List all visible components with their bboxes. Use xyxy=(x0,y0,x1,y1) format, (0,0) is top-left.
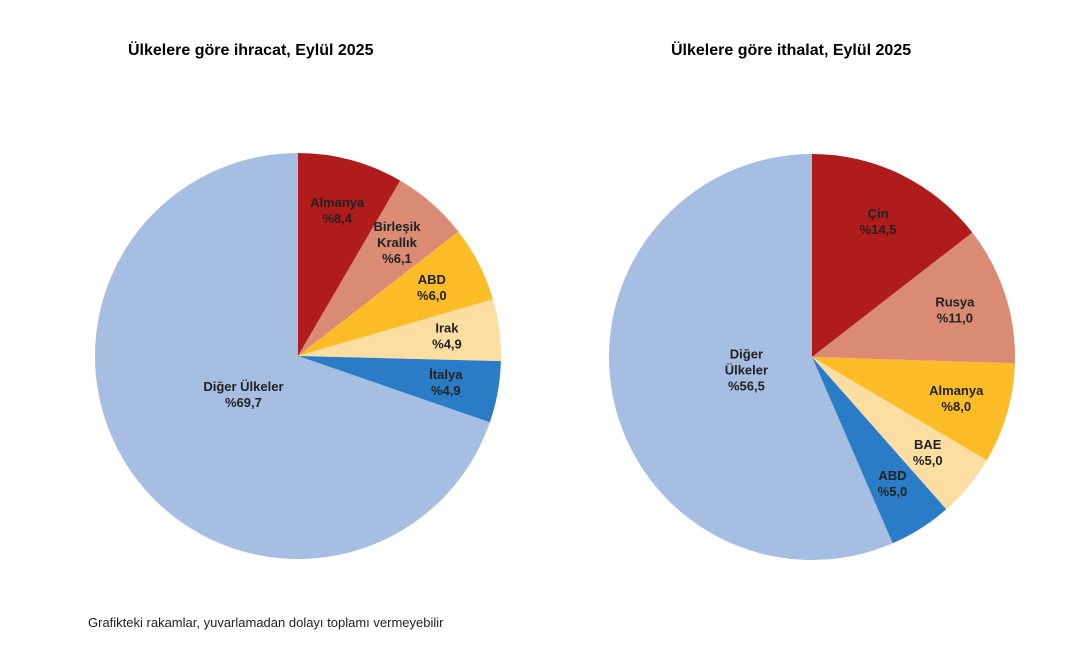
slice-value: %6,0 xyxy=(417,288,447,303)
slice-value: %5,0 xyxy=(913,453,943,468)
import-chart-title: Ülkelere göre ithalat, Eylül 2025 xyxy=(671,42,912,59)
slice-name: Krallık xyxy=(377,235,418,250)
slice-label: Diğer Ülkeler %56,5 xyxy=(725,347,768,394)
slice-value: %69,7 xyxy=(225,395,262,410)
pie-slice xyxy=(812,154,973,357)
slice-name: Diğer xyxy=(730,347,763,362)
pie-slice xyxy=(812,232,1015,364)
pie-slice xyxy=(298,153,401,356)
slice-name: BAE xyxy=(914,437,942,452)
slice-label: Diğer Ülkeler %69,7 xyxy=(203,379,283,410)
slice-label: Rusya %11,0 xyxy=(935,295,975,326)
pie-slice xyxy=(298,299,501,362)
pie-slice xyxy=(298,231,493,356)
export-pie: Almanya %8,4 Birleşik Krallık %6,1 ABD %6,0 Ira… xyxy=(94,153,501,559)
slice-label: Almanya %8,0 xyxy=(929,383,984,414)
slice-name: Çin xyxy=(868,206,889,221)
slice-name: İtalya xyxy=(429,367,463,382)
slice-name: Almanya xyxy=(310,195,365,210)
slice-value: %6,1 xyxy=(382,251,412,266)
footnote: Grafikteki rakamlar, yuvarlamadan dolayı… xyxy=(88,615,444,630)
slice-name: ABD xyxy=(418,272,446,287)
slice-value: %4,9 xyxy=(432,337,462,352)
pie-slice xyxy=(608,154,893,560)
slice-label: Birleşik Krallık %6,1 xyxy=(373,219,421,266)
slice-value: %8,4 xyxy=(322,211,352,226)
slice-name: Birleşik xyxy=(373,219,421,234)
slice-label: ABD %5,0 xyxy=(878,468,908,499)
slice-name: ABD xyxy=(878,468,906,483)
slice-value: %5,0 xyxy=(878,484,908,499)
slice-value: %4,9 xyxy=(431,383,461,398)
slice-label: İtalya %4,9 xyxy=(429,367,463,398)
pie-slice xyxy=(812,357,1015,461)
export-chart-title: Ülkelere göre ihracat, Eylül 2025 xyxy=(128,42,374,59)
pie-slice xyxy=(298,180,459,356)
slice-name: Almanya xyxy=(929,383,984,398)
slice-name: Irak xyxy=(435,321,459,336)
slice-label: Irak %4,9 xyxy=(432,321,462,352)
slice-label: ABD %6,0 xyxy=(417,272,447,303)
slice-label: Çin %14,5 xyxy=(860,206,897,237)
slice-label: BAE %5,0 xyxy=(913,437,943,468)
slice-name: Ülkeler xyxy=(725,363,768,378)
slice-value: %8,0 xyxy=(941,399,971,414)
slice-label: Almanya %8,4 xyxy=(310,195,365,226)
pie-slice xyxy=(812,357,947,544)
slice-name: Diğer Ülkeler xyxy=(203,379,283,394)
pie-slice xyxy=(298,356,501,423)
slice-value: %11,0 xyxy=(937,311,973,326)
slice-value: %56,5 xyxy=(728,379,765,394)
slice-value: %14,5 xyxy=(860,222,897,237)
pie-slice xyxy=(812,357,987,510)
slice-name: Rusya xyxy=(935,295,975,310)
pie-slice xyxy=(94,153,490,559)
